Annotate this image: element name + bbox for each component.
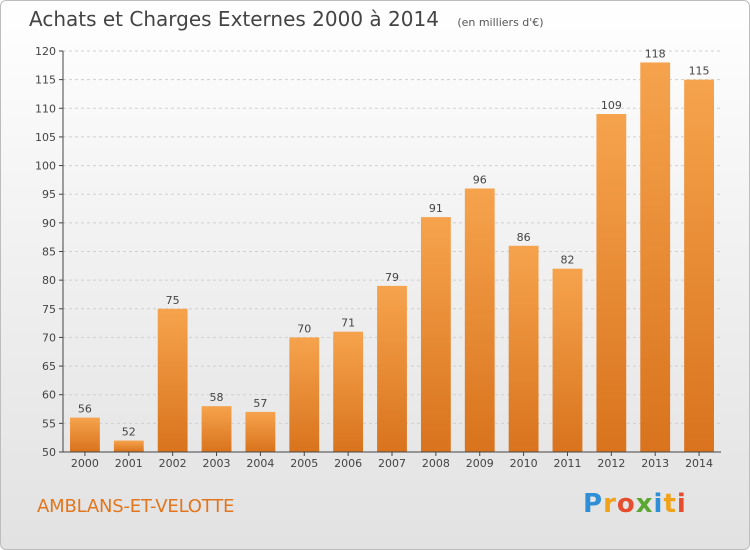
y-tick-label: 65 bbox=[42, 360, 56, 373]
x-tick-label: 2002 bbox=[159, 457, 187, 470]
logo-letter: t bbox=[663, 489, 677, 519]
y-tick-label: 105 bbox=[35, 131, 56, 144]
x-tick-label: 2003 bbox=[203, 457, 231, 470]
y-tick-label: 95 bbox=[42, 188, 56, 201]
y-tick-label: 110 bbox=[35, 102, 56, 115]
data-label: 82 bbox=[560, 254, 574, 267]
y-tick-label: 100 bbox=[35, 160, 56, 173]
y-tick-label: 55 bbox=[42, 417, 56, 430]
bar bbox=[245, 411, 276, 452]
x-tick-label: 2000 bbox=[71, 457, 99, 470]
data-label: 118 bbox=[645, 47, 666, 60]
data-label: 56 bbox=[78, 403, 92, 416]
logo-letter: P bbox=[583, 489, 604, 519]
bar bbox=[333, 331, 364, 452]
city-name: AMBLANS-ET-VELOTTE bbox=[37, 496, 235, 517]
x-tick-label: 2014 bbox=[685, 457, 713, 470]
y-tick-label: 120 bbox=[35, 45, 56, 58]
x-tick-label: 2006 bbox=[334, 457, 362, 470]
data-label: 71 bbox=[341, 317, 355, 330]
bar bbox=[508, 245, 539, 452]
data-label: 86 bbox=[517, 231, 531, 244]
data-label: 96 bbox=[473, 173, 487, 186]
y-tick-label: 60 bbox=[42, 389, 56, 402]
logo-letter: x bbox=[635, 489, 654, 519]
x-tick-label: 2007 bbox=[378, 457, 406, 470]
y-tick-label: 70 bbox=[42, 331, 56, 344]
bar bbox=[420, 217, 451, 452]
data-label: 115 bbox=[689, 65, 710, 78]
y-tick-label: 50 bbox=[42, 446, 56, 459]
data-label: 70 bbox=[297, 322, 311, 335]
data-label: 91 bbox=[429, 202, 443, 215]
y-tick-label: 80 bbox=[42, 274, 56, 287]
data-label: 79 bbox=[385, 271, 399, 284]
bar bbox=[113, 440, 144, 452]
x-tick-label: 2012 bbox=[597, 457, 625, 470]
x-tick-label: 2009 bbox=[466, 457, 494, 470]
x-tick-label: 2011 bbox=[553, 457, 581, 470]
bar bbox=[640, 62, 671, 452]
x-tick-label: 2013 bbox=[641, 457, 669, 470]
y-tick-label: 90 bbox=[42, 217, 56, 230]
data-label: 109 bbox=[601, 99, 622, 112]
data-label: 57 bbox=[253, 397, 267, 410]
bar bbox=[596, 114, 627, 452]
logo-letter: i bbox=[676, 489, 687, 519]
logo-letter: r bbox=[603, 489, 617, 519]
y-tick-label: 115 bbox=[35, 74, 56, 87]
bar bbox=[157, 308, 188, 452]
x-tick-label: 2010 bbox=[510, 457, 538, 470]
bar bbox=[289, 337, 320, 452]
proxiti-logo: Proxiti bbox=[583, 489, 687, 519]
chart-title: Achats et Charges Externes 2000 à 2014 (… bbox=[29, 7, 544, 31]
title-unit: (en milliers d'€) bbox=[457, 16, 544, 29]
y-tick-label: 75 bbox=[42, 303, 56, 316]
data-label: 75 bbox=[166, 294, 180, 307]
x-tick-label: 2004 bbox=[246, 457, 274, 470]
bar bbox=[201, 406, 232, 452]
bar bbox=[552, 268, 583, 452]
logo-letter: o bbox=[616, 489, 636, 519]
x-tick-label: 2008 bbox=[422, 457, 450, 470]
x-tick-label: 2005 bbox=[290, 457, 318, 470]
bar bbox=[377, 285, 407, 452]
logo-letter: i bbox=[653, 489, 664, 519]
x-tick-label: 2001 bbox=[115, 457, 143, 470]
bar bbox=[70, 417, 100, 452]
data-label: 58 bbox=[210, 391, 224, 404]
y-tick-label: 85 bbox=[42, 246, 56, 259]
data-label: 52 bbox=[122, 426, 136, 439]
title-text: Achats et Charges Externes 2000 à 2014 bbox=[29, 7, 439, 31]
bar bbox=[464, 188, 495, 452]
bar bbox=[684, 79, 714, 453]
